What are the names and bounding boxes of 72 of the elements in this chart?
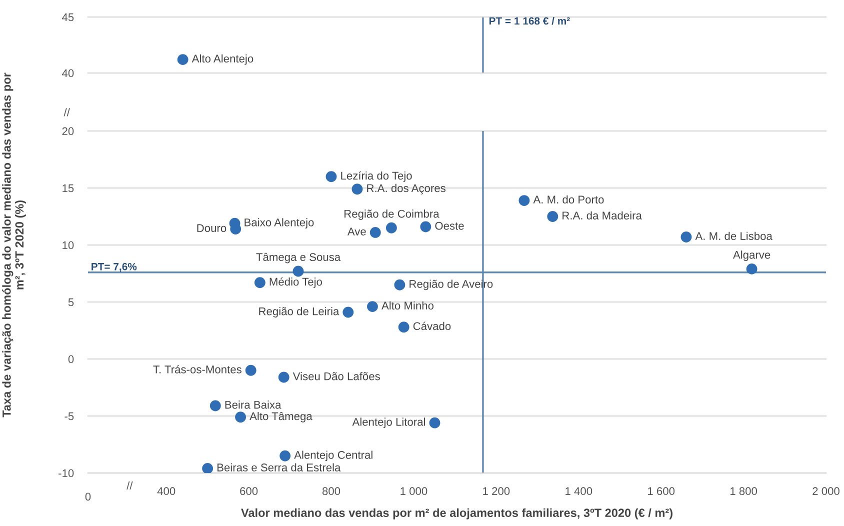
point [367, 301, 378, 312]
y-tick-label: 0 [68, 355, 74, 364]
point [292, 266, 304, 277]
annotation: R.A. dos Açores [367, 184, 446, 194]
y-tick-label: -5 [64, 412, 74, 420]
annotation: Viseu Dão Lafões [292, 372, 380, 380]
y-tick-label: 5 [68, 298, 74, 306]
y-tick-label: 40 [62, 69, 74, 78]
annotation: Região de Leiria [259, 307, 340, 318]
point [202, 462, 214, 473]
y-tick-label: 20 [62, 127, 74, 136]
point [245, 364, 256, 376]
annotation: Alto Alentejo [192, 54, 254, 65]
point [280, 450, 291, 462]
point [254, 277, 266, 288]
x-tick-label: 800 [322, 487, 340, 496]
annotation: Região de Coimbra [344, 210, 440, 220]
y-tick-label: 45 [62, 13, 74, 22]
annotation: R.A. da Madeira [562, 211, 642, 220]
x-tick-label: 1 200 [483, 487, 510, 496]
point [420, 221, 432, 232]
annotation: Lezíria do Tejo [341, 171, 412, 182]
annotation: Tâmega e Sousa [256, 252, 341, 264]
ref-line-label: PT = 1 168 € / m² [489, 17, 570, 25]
point [429, 417, 440, 428]
point [386, 222, 397, 234]
x-tick-label: 600 [240, 487, 258, 496]
point [326, 171, 337, 182]
annotation: Alto Tâmega [250, 412, 312, 422]
annotation: A. M. do Porto [533, 195, 604, 204]
x-tick-label: 1 600 [648, 487, 675, 496]
x-tick-label: 400 [157, 487, 176, 496]
annotation: Alto Minho [382, 301, 434, 310]
point [352, 184, 363, 195]
point [210, 400, 221, 412]
point [235, 412, 246, 423]
point [746, 263, 758, 274]
annotation: Médio Tejo [270, 277, 322, 288]
annotation: Douro [197, 224, 226, 232]
annotation: T. Trás-os-Montes [153, 365, 242, 374]
annotation: Baixo Alentejo [244, 218, 314, 229]
point [230, 224, 242, 235]
annotation: Algarve [732, 250, 770, 261]
point [547, 211, 558, 222]
annotation: Ave [347, 228, 366, 236]
x-axis-title: Valor mediano das vendas por m² de alojamentos familiares, 3ºT 2020 (€ / m²) [241, 508, 672, 520]
point [370, 226, 381, 238]
annotation: Beira Baixa [225, 400, 282, 409]
y-tick-label: -10 [58, 469, 74, 478]
point [398, 322, 410, 333]
annotation: A. M. de Lisboa [695, 232, 772, 240]
annotation: Beiras e Serra da Estrela [217, 463, 341, 472]
annotation: Oeste [435, 222, 464, 230]
point [518, 195, 530, 206]
point [342, 306, 354, 318]
x-tick-label: 2 000 [812, 487, 840, 496]
annotation: Cávado [413, 322, 451, 330]
y-axis-title: Taxa de variação homóloga do valor mediano das vendas por m², 3ºT 2020 (%) [2, 72, 26, 418]
y-tick-label: 10 [62, 241, 74, 250]
point [680, 232, 692, 242]
point [278, 372, 290, 383]
annotation: Alentejo Litoral [352, 418, 425, 428]
text: // [126, 481, 133, 490]
x-tick-label: 1 000 [400, 487, 428, 496]
text: // [64, 108, 70, 116]
text: 0 [85, 492, 91, 501]
x-tick-label: 1 400 [566, 487, 592, 496]
y-tick-label: 15 [62, 184, 74, 192]
x-tick-label: 1 800 [730, 487, 758, 496]
point [394, 279, 406, 290]
annotation: Alentejo Central [294, 450, 372, 462]
ref-line-label: PT= 7,6% [92, 262, 137, 272]
